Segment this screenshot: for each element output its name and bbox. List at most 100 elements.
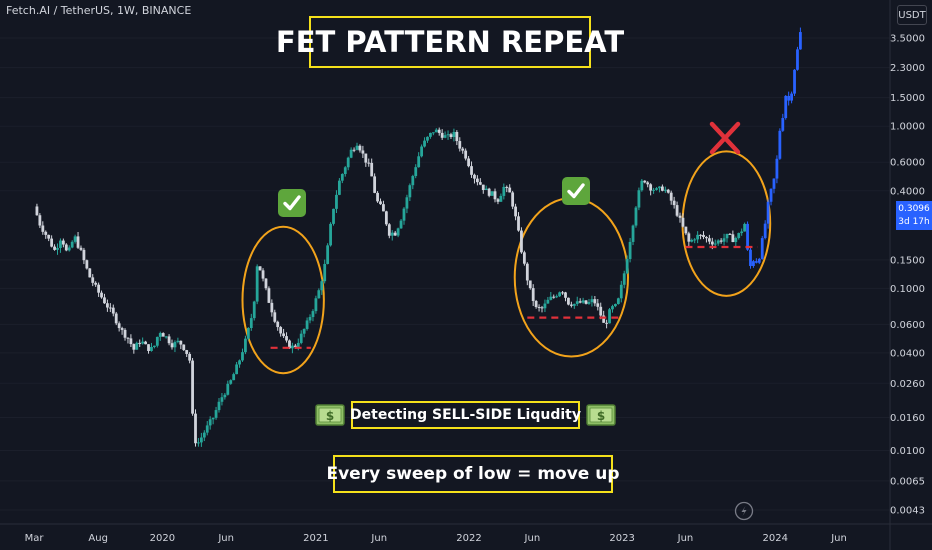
candle-body xyxy=(249,318,253,329)
candle-body xyxy=(138,342,142,344)
candle-body xyxy=(575,301,579,304)
candle-body xyxy=(634,207,638,226)
candle-body xyxy=(305,320,309,329)
candle-body xyxy=(420,146,424,157)
candle-body xyxy=(252,301,256,319)
candle-body xyxy=(405,197,409,209)
candle-body xyxy=(490,191,494,196)
candle-body xyxy=(373,176,377,193)
candle-body xyxy=(332,208,335,224)
price-axis-label: 0.0100 xyxy=(890,446,925,457)
candle-body xyxy=(705,237,708,239)
tradingview-logo-icon[interactable] xyxy=(734,501,754,521)
candle-body xyxy=(173,341,177,348)
price-axis-label: 1.5000 xyxy=(890,93,925,104)
candle-body xyxy=(396,228,400,236)
candle-body xyxy=(487,188,491,196)
candle-body xyxy=(340,174,344,181)
candle-body xyxy=(205,425,209,433)
candle-body xyxy=(129,338,133,345)
candle-body xyxy=(94,282,98,285)
candle-body xyxy=(188,353,192,361)
candle-body xyxy=(426,136,429,141)
candle-body xyxy=(299,333,303,343)
candle-body xyxy=(443,135,447,138)
candle-body xyxy=(458,141,462,149)
symbol-label[interactable]: Fetch.AI / TetherUS, 1W, BINANCE xyxy=(6,4,192,17)
candle-body xyxy=(658,186,661,189)
candle-body xyxy=(693,239,697,241)
candle-body xyxy=(722,238,726,242)
candle-body xyxy=(476,178,479,183)
candle-body xyxy=(85,260,89,269)
candle-body xyxy=(737,233,741,238)
candle-body xyxy=(399,220,403,229)
candle-body xyxy=(167,336,171,344)
candle-body xyxy=(417,156,421,168)
candle-body xyxy=(596,303,600,307)
projection-candle-body xyxy=(757,258,761,263)
candle-body xyxy=(38,215,42,226)
candle-body xyxy=(558,292,562,297)
candle-body xyxy=(241,352,244,361)
time-axis-label: 2022 xyxy=(456,533,481,544)
candle-body xyxy=(528,280,532,289)
candle-body xyxy=(423,140,426,147)
candle-body xyxy=(164,336,168,338)
candle-body xyxy=(120,328,124,330)
candle-body xyxy=(678,215,682,218)
candle-body xyxy=(446,134,450,136)
time-axis-label: 2024 xyxy=(763,533,788,544)
candle-body xyxy=(285,336,288,341)
projection-candle-body xyxy=(796,49,799,70)
price-axis[interactable]: 3.5000 2.3000 1.5000 1.0000 0.6000 0.4000 0.15… xyxy=(890,34,925,517)
candle-body xyxy=(449,134,453,138)
candle-body xyxy=(382,204,385,212)
candle-body xyxy=(549,296,553,300)
candle-body xyxy=(53,246,56,250)
candle-body xyxy=(520,230,523,253)
candle-body xyxy=(561,292,564,294)
candle-body xyxy=(238,360,241,365)
price-axis-label: 2.3000 xyxy=(890,63,925,74)
candle-body xyxy=(616,298,620,305)
currency-selector[interactable]: USDT xyxy=(897,5,927,25)
candle-body xyxy=(455,131,459,142)
candle-body xyxy=(660,186,664,191)
projection-candle-body xyxy=(799,32,802,50)
candle-body xyxy=(103,297,106,304)
candle-body xyxy=(481,184,485,191)
candle-body xyxy=(364,153,368,163)
highlight-circle xyxy=(241,225,325,375)
candle-body xyxy=(581,300,585,303)
candle-body xyxy=(126,337,130,339)
candle-body xyxy=(605,322,609,324)
svg-text:$: $ xyxy=(326,409,334,423)
projection-candle-body xyxy=(775,158,779,179)
candle-body xyxy=(114,313,118,324)
candle-body xyxy=(352,149,356,151)
candle-body xyxy=(702,234,705,238)
candle-body xyxy=(106,303,109,308)
time-axis[interactable]: Mar Aug 2020 Jun 2021 Jun 2022 Jun 2023 Jun 2024 Ju… xyxy=(25,533,847,544)
candle-body xyxy=(531,288,535,301)
candle-body xyxy=(478,182,482,185)
time-axis-label: Aug xyxy=(88,533,108,544)
price-axis-label: 3.5000 xyxy=(890,34,925,45)
candle-body xyxy=(191,360,194,414)
last-price-value: 0.3096 xyxy=(898,204,930,214)
candle-body xyxy=(311,311,315,318)
candle-body xyxy=(59,240,62,248)
candle-body xyxy=(546,299,550,304)
price-axis-label: 0.0400 xyxy=(890,348,925,359)
candle-body xyxy=(346,157,350,168)
pattern-title: FET PATTERN REPEAT xyxy=(276,16,624,68)
candle-body xyxy=(176,340,180,342)
candle-body xyxy=(631,225,635,242)
candle-body xyxy=(578,301,582,303)
candle-body xyxy=(358,145,362,151)
candle-body xyxy=(387,224,391,236)
candle-body xyxy=(226,383,230,395)
candle-body xyxy=(264,278,268,289)
price-axis-label: 0.0160 xyxy=(890,413,925,424)
